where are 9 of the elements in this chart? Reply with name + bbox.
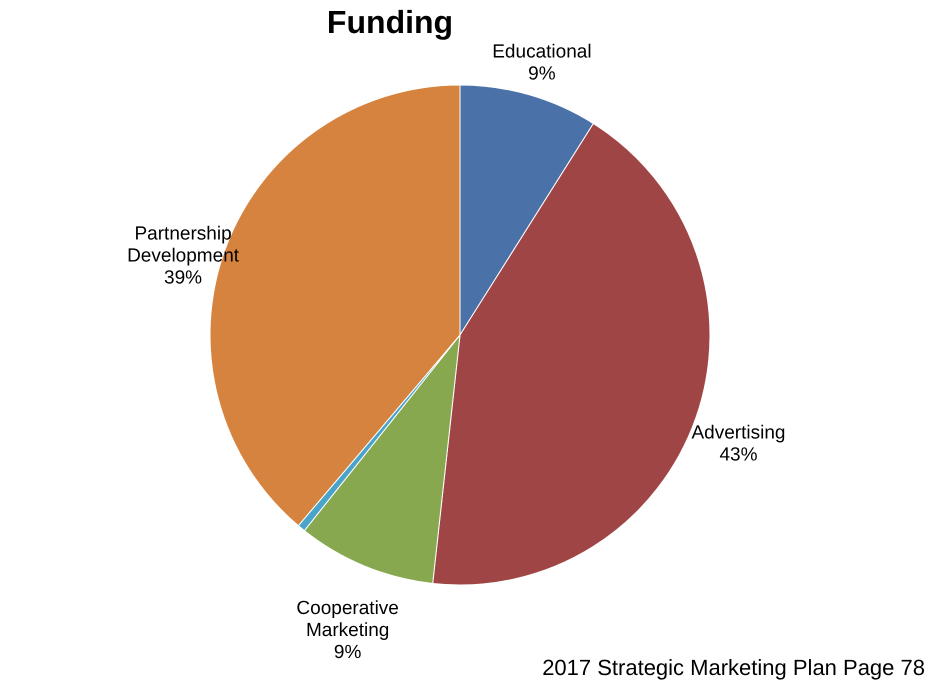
slice-label: Educational	[492, 42, 592, 63]
slice-label: Cooperative Marketing	[296, 598, 399, 641]
data-label: 9%	[528, 64, 556, 85]
slice-label: Advertising	[692, 422, 786, 444]
chart-title: Funding	[326, 4, 454, 40]
data-label: 43%	[719, 444, 758, 466]
text: 2017 Strategic Marketing Plan Page 78	[542, 655, 925, 680]
data-label: 9%	[334, 642, 362, 663]
data-label: 39%	[164, 267, 202, 288]
